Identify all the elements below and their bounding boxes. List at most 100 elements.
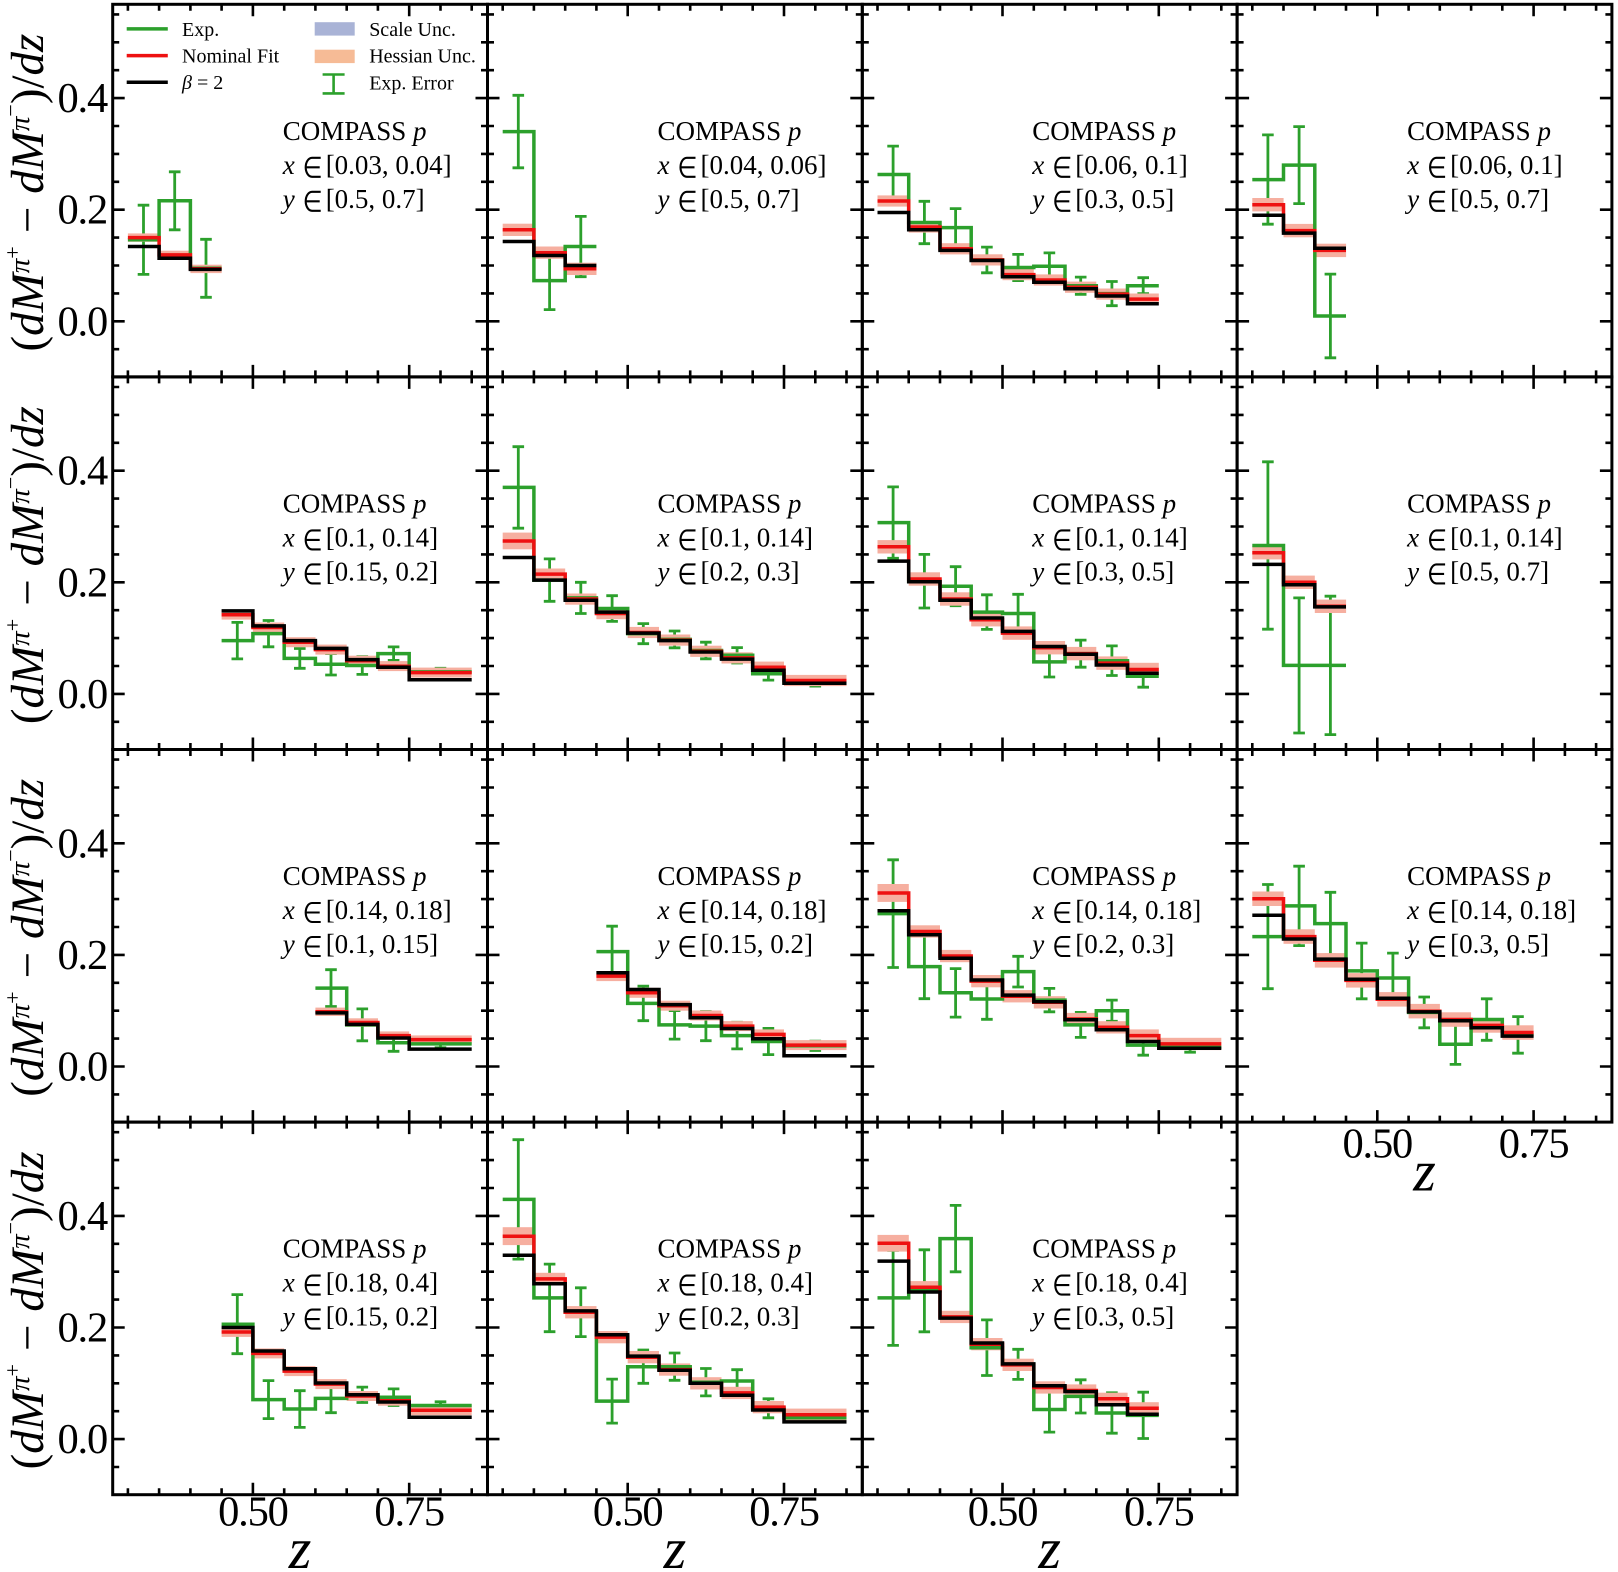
svg-text:y: y [655, 1302, 670, 1332]
svg-text:Hessian Unc.: Hessian Unc. [369, 46, 476, 68]
svg-text:COMPASS p: COMPASS p [1032, 488, 1176, 518]
svg-text:y: y [1404, 556, 1419, 586]
svg-text:y: y [1029, 1302, 1044, 1332]
svg-text:0.0: 0.0 [57, 1044, 107, 1091]
svg-text:y: y [655, 556, 670, 586]
svg-text:x: x [1031, 522, 1044, 552]
svg-text:0.50: 0.50 [968, 1488, 1038, 1535]
svg-text:y: y [280, 184, 295, 214]
svg-text:x: x [657, 522, 670, 552]
svg-text:x: x [657, 895, 670, 925]
svg-text:0.75: 0.75 [749, 1488, 819, 1535]
svg-text:[0.18, 0.4]: [0.18, 0.4] [1075, 1268, 1187, 1298]
svg-text:COMPASS p: COMPASS p [283, 861, 427, 891]
svg-text:[0.03, 0.04]: [0.03, 0.04] [326, 150, 452, 180]
svg-text:β = 2: β = 2 [181, 72, 223, 94]
svg-text:0.2: 0.2 [57, 932, 107, 979]
svg-text:Exp. Error: Exp. Error [369, 73, 454, 95]
svg-text:Exp.: Exp. [182, 19, 219, 41]
svg-text:COMPASS p: COMPASS p [1407, 861, 1551, 891]
svg-text:[0.18, 0.4]: [0.18, 0.4] [326, 1268, 438, 1298]
svg-text:0.0: 0.0 [57, 298, 107, 345]
svg-text:x: x [282, 1268, 295, 1298]
svg-text:COMPASS p: COMPASS p [1032, 861, 1176, 891]
svg-text:0.0: 0.0 [57, 1416, 107, 1463]
svg-text:[0.14, 0.18]: [0.14, 0.18] [1450, 895, 1576, 925]
svg-text:x: x [1031, 150, 1044, 180]
svg-text:Nominal Fit: Nominal Fit [182, 46, 280, 68]
svg-text:x: x [1031, 895, 1044, 925]
svg-text:[0.1, 0.14]: [0.1, 0.14] [701, 522, 813, 552]
svg-text:COMPASS p: COMPASS p [658, 1234, 802, 1264]
svg-text:COMPASS p: COMPASS p [1032, 1234, 1176, 1264]
svg-text:x: x [1406, 150, 1419, 180]
svg-text:[0.5, 0.7]: [0.5, 0.7] [1450, 184, 1549, 214]
svg-text:0.2: 0.2 [57, 1305, 107, 1352]
svg-text:x: x [282, 150, 295, 180]
svg-text:[0.1, 0.14]: [0.1, 0.14] [326, 522, 438, 552]
svg-text:0.50: 0.50 [1343, 1120, 1413, 1167]
svg-text:0.75: 0.75 [374, 1488, 444, 1535]
svg-text:[0.5, 0.7]: [0.5, 0.7] [326, 184, 425, 214]
svg-text:x: x [1031, 1268, 1044, 1298]
svg-text:x: x [282, 895, 295, 925]
svg-text:COMPASS p: COMPASS p [658, 116, 802, 146]
svg-text:y: y [280, 1302, 295, 1332]
svg-text:y: y [1029, 556, 1044, 586]
svg-text:0.75: 0.75 [1499, 1120, 1569, 1167]
svg-text:COMPASS p: COMPASS p [1407, 116, 1551, 146]
svg-text:0.4: 0.4 [57, 75, 107, 122]
svg-text:COMPASS p: COMPASS p [658, 861, 802, 891]
svg-text:(dMπ+−dMπ−)/dz: (dMπ+−dMπ−)/dz [0, 406, 54, 724]
svg-text:[0.06, 0.1]: [0.06, 0.1] [1075, 150, 1187, 180]
svg-text:[0.18, 0.4]: [0.18, 0.4] [701, 1268, 813, 1298]
svg-text:[0.06, 0.1]: [0.06, 0.1] [1450, 150, 1562, 180]
svg-text:z: z [1037, 1516, 1061, 1572]
svg-text:y: y [280, 556, 295, 586]
svg-text:[0.1, 0.14]: [0.1, 0.14] [1450, 522, 1562, 552]
svg-text:y: y [655, 929, 670, 959]
svg-text:COMPASS p: COMPASS p [1407, 488, 1551, 518]
svg-text:y: y [1029, 929, 1044, 959]
svg-text:0.2: 0.2 [57, 187, 107, 234]
svg-text:[0.3, 0.5]: [0.3, 0.5] [1075, 1302, 1174, 1332]
svg-text:[0.15, 0.2]: [0.15, 0.2] [326, 556, 438, 586]
svg-text:0.50: 0.50 [593, 1488, 663, 1535]
svg-text:COMPASS p: COMPASS p [283, 1234, 427, 1264]
svg-text:[0.04, 0.06]: [0.04, 0.06] [701, 150, 827, 180]
svg-text:COMPASS p: COMPASS p [658, 488, 802, 518]
svg-text:[0.3, 0.5]: [0.3, 0.5] [1075, 184, 1174, 214]
svg-text:COMPASS p: COMPASS p [283, 116, 427, 146]
svg-text:[0.2, 0.3]: [0.2, 0.3] [1075, 929, 1174, 959]
svg-text:x: x [657, 150, 670, 180]
svg-text:y: y [1029, 184, 1044, 214]
svg-text:x: x [1406, 895, 1419, 925]
svg-text:x: x [657, 1268, 670, 1298]
svg-text:(dMπ+−dMπ−)/dz: (dMπ+−dMπ−)/dz [0, 779, 54, 1097]
svg-text:[0.1, 0.14]: [0.1, 0.14] [1075, 522, 1187, 552]
svg-text:[0.3, 0.5]: [0.3, 0.5] [1075, 556, 1174, 586]
svg-text:[0.14, 0.18]: [0.14, 0.18] [701, 895, 827, 925]
svg-text:z: z [663, 1516, 687, 1572]
svg-text:[0.2, 0.3]: [0.2, 0.3] [701, 556, 800, 586]
svg-text:[0.15, 0.2]: [0.15, 0.2] [326, 1302, 438, 1332]
svg-text:(dMπ+−dMπ−)/dz: (dMπ+−dMπ−)/dz [0, 34, 54, 352]
svg-text:Scale Unc.: Scale Unc. [369, 19, 456, 41]
svg-text:y: y [280, 929, 295, 959]
svg-text:y: y [655, 184, 670, 214]
svg-text:0.0: 0.0 [57, 671, 107, 718]
svg-text:0.2: 0.2 [57, 559, 107, 606]
svg-text:COMPASS p: COMPASS p [283, 488, 427, 518]
svg-text:[0.3, 0.5]: [0.3, 0.5] [1450, 929, 1549, 959]
svg-text:[0.2, 0.3]: [0.2, 0.3] [701, 1302, 800, 1332]
svg-text:z: z [1412, 1138, 1436, 1203]
svg-text:(dMπ+−dMπ−)/dz: (dMπ+−dMπ−)/dz [0, 1151, 54, 1469]
svg-text:[0.1, 0.15]: [0.1, 0.15] [326, 929, 438, 959]
svg-text:y: y [1404, 929, 1419, 959]
svg-text:[0.15, 0.2]: [0.15, 0.2] [701, 929, 813, 959]
svg-text:0.75: 0.75 [1124, 1488, 1194, 1535]
svg-text:0.50: 0.50 [218, 1488, 288, 1535]
svg-text:[0.5, 0.7]: [0.5, 0.7] [701, 184, 800, 214]
svg-text:z: z [288, 1516, 312, 1572]
svg-text:COMPASS p: COMPASS p [1032, 116, 1176, 146]
